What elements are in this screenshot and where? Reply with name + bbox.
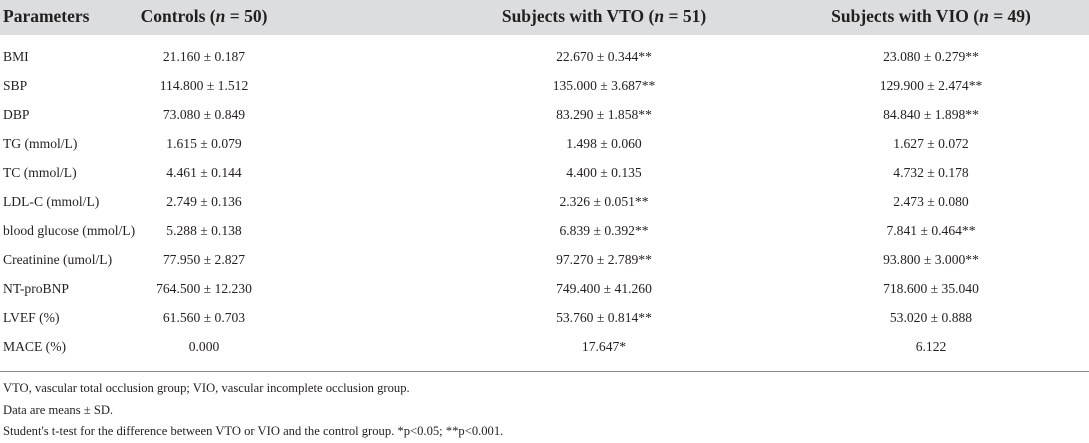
table-row: SBP 114.800 ± 1.512 135.000 ± 3.687** 129.9… <box>0 64 1089 93</box>
row-controls-value: 1.615 ± 0.079 <box>166 136 242 151</box>
row-parameter: SBP <box>3 78 28 93</box>
table-bottom-rule <box>0 371 1089 372</box>
row-vto-value: 17.647* <box>581 339 627 354</box>
header-vto: Subjects with VTO (n = 51) <box>501 6 707 26</box>
row-vto-value: 749.400 ± 41.260 <box>556 281 652 296</box>
row-vio-value: 129.900 ± 2.474** <box>879 78 983 93</box>
row-controls-value: 77.950 ± 2.827 <box>162 252 246 267</box>
table-body: BMI 21.160 ± 0.187 22.670 ± 0.344** 23.080 … <box>0 35 1089 354</box>
row-parameter: MACE (%) <box>3 339 67 354</box>
table-row: DBP 73.080 ± 0.849 83.290 ± 1.858** 84.840 … <box>0 93 1089 122</box>
row-controls-value: 5.288 ± 0.138 <box>166 223 242 238</box>
row-parameter: BMI <box>3 49 29 64</box>
row-vto-value: 1.498 ± 0.060 <box>566 136 642 151</box>
table-footnotes: VTO, vascular total occlusion group; VIO… <box>3 378 503 443</box>
table-row: LVEF (%) 61.560 ± 0.703 53.760 ± 0.814** 53… <box>0 296 1089 325</box>
row-controls-value: 0.000 <box>188 339 220 354</box>
row-controls-value: 61.560 ± 0.703 <box>162 310 246 325</box>
table-row: Creatinine (umol/L) 77.950 ± 2.827 97.270 … <box>0 238 1089 267</box>
footnote-data-format: Data are means ± SD. <box>3 402 114 417</box>
row-vto-value: 135.000 ± 3.687** <box>552 78 656 93</box>
row-parameter: TG (mmol/L) <box>3 136 78 151</box>
row-parameter: LVEF (%) <box>3 310 60 325</box>
row-controls-value: 2.749 ± 0.136 <box>166 194 242 209</box>
row-vto-value: 22.670 ± 0.344** <box>556 49 652 64</box>
row-vto-value: 6.839 ± 0.392** <box>559 223 649 238</box>
table-row: LDL-C (mmol/L) 2.749 ± 0.136 2.326 ± 0.051… <box>0 180 1089 209</box>
header-vio: Subjects with VIO (n = 49) <box>831 6 1031 26</box>
table-header: Parameters Controls (n = 50) Subjects wi… <box>0 0 1089 35</box>
row-parameter: TC (mmol/L) <box>3 165 77 180</box>
table-row: NT-proBNP 764.500 ± 12.230 749.400 ± 41.26… <box>0 267 1089 296</box>
row-vto-value: 83.290 ± 1.858** <box>556 107 652 122</box>
table-row: MACE (%) 0.000 17.647* 6.122 <box>0 325 1089 354</box>
row-controls-value: 4.461 ± 0.144 <box>166 165 242 180</box>
row-vio-value: 93.800 ± 3.000** <box>883 252 979 267</box>
row-parameter: blood glucose (mmol/L) <box>3 223 136 238</box>
row-vio-value: 23.080 ± 0.279** <box>883 49 979 64</box>
table-row: blood glucose (mmol/L) 5.288 ± 0.138 6.839… <box>0 209 1089 238</box>
row-vto-value: 53.760 ± 0.814** <box>556 310 652 325</box>
row-parameter: Creatinine (umol/L) <box>3 252 113 267</box>
row-vio-value: 1.627 ± 0.072 <box>893 136 969 151</box>
table-row: TC (mmol/L) 4.461 ± 0.144 4.400 ± 0.135 4.7… <box>0 151 1089 180</box>
row-parameter: DBP <box>3 107 30 122</box>
footnote-abbreviations: VTO, vascular total occlusion group; VIO… <box>3 381 410 395</box>
row-parameter: LDL-C (mmol/L) <box>3 194 100 209</box>
row-vio-value: 84.840 ± 1.898** <box>883 107 979 122</box>
footnote-statistics: Student's t-test for the difference betw… <box>3 424 504 438</box>
row-vio-value: 718.600 ± 35.040 <box>883 281 979 296</box>
row-vio-value: 4.732 ± 0.178 <box>893 165 969 180</box>
row-controls-value: 764.500 ± 12.230 <box>156 281 252 296</box>
header-parameters: Parameters <box>3 6 90 26</box>
row-vto-value: 4.400 ± 0.135 <box>566 165 642 180</box>
row-controls-value: 21.160 ± 0.187 <box>162 49 246 64</box>
header-controls: Controls (n = 50) <box>140 6 268 26</box>
table-row: BMI 21.160 ± 0.187 22.670 ± 0.344** 23.080 … <box>0 35 1089 64</box>
row-vio-value: 6.122 <box>915 339 947 354</box>
row-parameter: NT-proBNP <box>3 281 69 296</box>
row-vio-value: 2.473 ± 0.080 <box>893 194 969 209</box>
row-controls-value: 114.800 ± 1.512 <box>159 78 249 93</box>
row-vto-value: 97.270 ± 2.789** <box>556 252 652 267</box>
row-vio-value: 7.841 ± 0.464** <box>886 223 976 238</box>
row-vto-value: 2.326 ± 0.051** <box>559 194 649 209</box>
row-vio-value: 53.020 ± 0.888 <box>889 310 973 325</box>
table-row: TG (mmol/L) 1.615 ± 0.079 1.498 ± 0.060 1.6… <box>0 122 1089 151</box>
row-controls-value: 73.080 ± 0.849 <box>162 107 246 122</box>
